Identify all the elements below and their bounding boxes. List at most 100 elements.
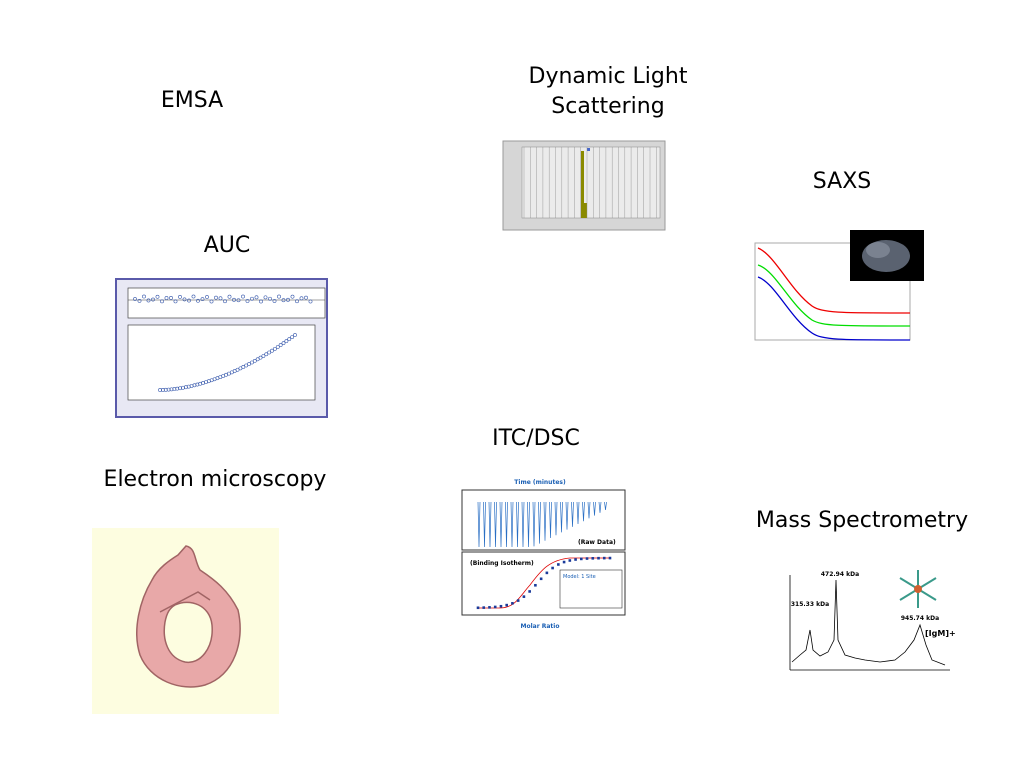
decoration — [565, 501, 569, 530]
decoration — [532, 501, 536, 547]
label-saxs: SAXS — [813, 169, 871, 194]
decoration — [499, 604, 503, 608]
decoration — [137, 298, 142, 303]
decoration — [551, 566, 554, 570]
decoration — [539, 577, 543, 581]
decoration — [133, 297, 137, 301]
decoration — [281, 341, 286, 346]
label-itc: ITC/DSC — [492, 426, 580, 451]
decoration — [258, 355, 263, 360]
itc-x-axis: Molar Ratio — [521, 623, 560, 630]
decoration — [173, 299, 178, 304]
decoration — [527, 501, 530, 548]
itc-top-axis: Time (minutes) — [514, 479, 566, 486]
decoration — [587, 501, 591, 519]
decoration — [488, 606, 491, 609]
decoration — [597, 556, 600, 560]
decoration — [252, 358, 257, 363]
decoration — [505, 501, 508, 548]
decoration — [158, 388, 162, 392]
decoration — [163, 387, 168, 392]
decoration — [493, 605, 497, 609]
decoration — [286, 297, 290, 302]
decoration — [200, 297, 205, 302]
decoration — [499, 501, 503, 548]
decoration — [528, 590, 531, 593]
decoration — [164, 296, 169, 300]
label-emsa: EMSA — [161, 88, 223, 113]
ms-peak: 315.33 kDa — [791, 601, 829, 608]
decoration — [254, 295, 259, 300]
decoration — [182, 297, 187, 302]
decoration — [560, 501, 563, 533]
decoration — [264, 352, 269, 357]
decoration — [223, 299, 227, 304]
decoration — [582, 501, 585, 522]
decoration — [263, 295, 268, 300]
ms-ion: [IgM]+ — [925, 629, 956, 638]
decoration — [142, 294, 146, 299]
decoration — [255, 357, 260, 362]
label-dls-2: Scattering — [551, 94, 664, 119]
decoration — [187, 298, 191, 303]
decoration — [151, 297, 155, 302]
decoration — [268, 296, 272, 301]
decoration — [505, 603, 508, 607]
decoration — [277, 294, 281, 299]
decoration — [308, 299, 313, 304]
ms-image: 472.94 kDa 315.33 kDa 945.74 kDa [IgM]+ — [789, 570, 956, 671]
decoration — [295, 299, 299, 304]
decoration — [218, 296, 223, 301]
itc-image: Time (minutes) (Raw Data) (Binding Isoth… — [461, 479, 626, 630]
decoration — [155, 294, 160, 299]
decoration — [169, 296, 173, 300]
decoration — [275, 345, 280, 349]
decoration — [554, 501, 558, 536]
decoration — [166, 387, 171, 392]
em-image — [92, 528, 279, 714]
decoration — [241, 365, 246, 369]
dls-image — [502, 140, 666, 231]
decoration — [236, 298, 241, 303]
decoration — [580, 557, 583, 561]
decoration — [272, 299, 277, 303]
decoration — [488, 501, 492, 548]
label-dls-1: Dynamic Light — [529, 64, 688, 89]
decoration — [510, 501, 514, 548]
ms-peak: 472.94 kDa — [821, 571, 859, 578]
decoration — [267, 350, 272, 355]
decoration — [227, 294, 232, 299]
label-auc: AUC — [204, 233, 251, 258]
decoration — [261, 354, 266, 358]
decoration — [178, 294, 182, 299]
decoration — [238, 366, 243, 371]
decoration — [598, 501, 602, 513]
decoration — [241, 294, 245, 299]
decoration — [562, 560, 566, 564]
decoration — [270, 348, 274, 353]
decoration — [146, 298, 151, 303]
decoration — [250, 360, 254, 365]
decoration — [245, 299, 250, 303]
decoration — [287, 337, 292, 342]
itc-model: Model: 1 Site — [563, 574, 596, 580]
decoration — [545, 571, 549, 575]
decoration — [293, 333, 297, 337]
decoration — [205, 295, 209, 299]
decoration — [568, 559, 572, 562]
decoration — [549, 501, 552, 539]
decoration — [278, 343, 283, 347]
decoration — [534, 583, 537, 587]
decoration — [476, 606, 480, 610]
decoration — [284, 339, 289, 344]
decoration — [591, 557, 595, 560]
itc-isotherm: (Binding Isotherm) — [470, 560, 534, 567]
decoration — [571, 501, 574, 527]
decoration — [281, 298, 286, 303]
decoration — [209, 299, 214, 304]
itc-raw: (Raw Data) — [578, 539, 616, 546]
decoration — [477, 501, 481, 548]
decoration — [247, 362, 251, 366]
decoration — [304, 295, 308, 300]
